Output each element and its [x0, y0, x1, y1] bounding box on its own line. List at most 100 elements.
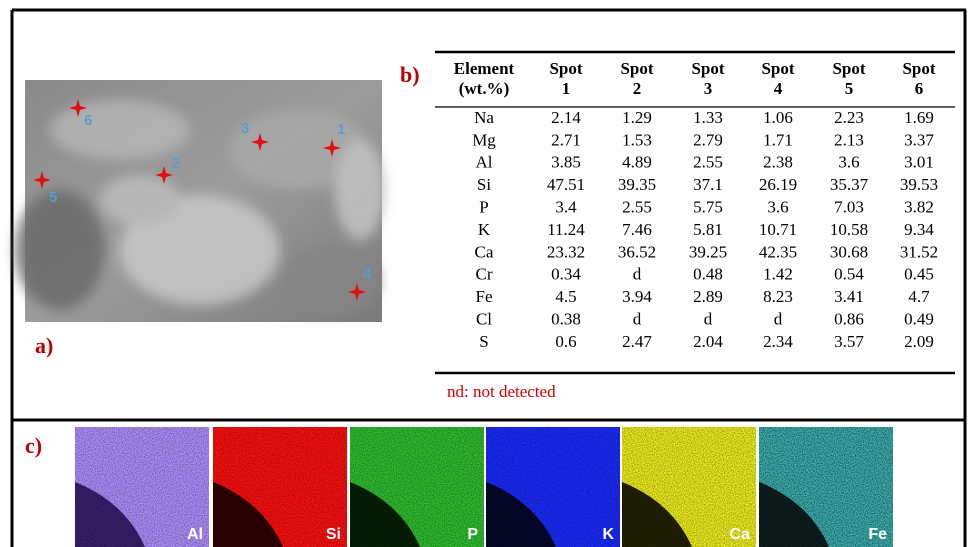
table-cell: 2.14 [551, 108, 581, 127]
table-cell: 2.47 [622, 332, 652, 351]
spot-label: 1 [337, 121, 345, 138]
panel-label: c) [25, 433, 42, 458]
column-header: Spot [902, 59, 935, 78]
map-label: Ca [730, 526, 751, 543]
table-cell: Cl [476, 310, 492, 329]
table-cell: 5.75 [693, 198, 723, 217]
column-header: 1 [562, 79, 571, 98]
table-cell: 23.32 [547, 242, 585, 261]
table-cell: 1.71 [763, 130, 793, 149]
element-map: Ca [622, 427, 756, 547]
spot-label: 5 [49, 189, 57, 206]
spot-label: 3 [241, 120, 249, 137]
table-cell: 1.53 [622, 130, 652, 149]
column-header: 4 [774, 79, 783, 98]
table-cell: 39.53 [900, 175, 938, 194]
table-cell: 4.7 [908, 287, 930, 306]
sem-image [15, 80, 385, 322]
column-header: Spot [832, 59, 865, 78]
table-cell: 3.85 [551, 153, 581, 172]
column-header: Element [454, 59, 515, 78]
column-header: 6 [915, 79, 924, 98]
table-cell: 31.52 [900, 242, 938, 261]
table-cell: 2.71 [551, 130, 581, 149]
table-cell: 39.25 [689, 242, 727, 261]
figure: 123456 a) b) c) Element(wt.%)Spot1Spot2S… [0, 0, 968, 547]
table-cell: 1.33 [693, 108, 723, 127]
table-cell: Cr [476, 265, 493, 284]
map-label: Si [326, 526, 341, 543]
table-cell: d [774, 310, 783, 329]
table-cell: 26.19 [759, 175, 797, 194]
element-maps: Al Si P K Ca Fe [75, 427, 893, 547]
element-map: K [486, 427, 620, 547]
table-cell: 35.37 [830, 175, 869, 194]
table-cell: 0.49 [904, 310, 934, 329]
table-cell: 1.06 [763, 108, 793, 127]
table-cell: 0.38 [551, 310, 581, 329]
table-cell: 7.46 [622, 220, 652, 239]
table-cell: K [478, 220, 491, 239]
table-cell: Si [477, 175, 491, 194]
table-cell: P [479, 198, 488, 217]
table-cell: 39.35 [618, 175, 656, 194]
map-label: Fe [868, 526, 887, 543]
table-cell: 0.86 [834, 310, 864, 329]
spot-label: 4 [363, 266, 372, 283]
table-cell: 3.37 [904, 130, 934, 149]
element-map: Al [75, 427, 209, 547]
table-cell: 2.34 [763, 332, 793, 351]
column-header: 2 [633, 79, 642, 98]
spot-label: 6 [84, 112, 92, 129]
table-cell: Al [476, 153, 493, 172]
table-cell: 37.1 [693, 175, 723, 194]
table-cell: 2.23 [834, 108, 864, 127]
table-cell: 8.23 [763, 287, 793, 306]
table-cell: Mg [472, 130, 496, 149]
table-cell: d [704, 310, 713, 329]
table-cell: 2.13 [834, 130, 864, 149]
table-cell: 4.89 [622, 153, 652, 172]
element-map: P [350, 427, 484, 547]
table-cell: 3.6 [838, 153, 859, 172]
table-cell: 30.68 [830, 242, 868, 261]
column-header: 3 [704, 79, 713, 98]
element-map: Si [213, 427, 347, 547]
map-label: Al [187, 526, 203, 543]
table-cell: 10.71 [759, 220, 797, 239]
table-cell: 47.51 [547, 175, 585, 194]
column-header: Spot [691, 59, 724, 78]
map-label: P [467, 526, 478, 543]
table-cell: 7.03 [834, 198, 864, 217]
element-map: Fe [759, 427, 893, 547]
table-cell: 0.6 [555, 332, 576, 351]
table-cell: 2.79 [693, 130, 723, 149]
table-cell: 3.57 [834, 332, 864, 351]
column-header: 5 [845, 79, 854, 98]
table-cell: 3.01 [904, 153, 934, 172]
table-cell: 1.42 [763, 265, 793, 284]
table-cell: 4.5 [555, 287, 576, 306]
table-cell: S [479, 332, 488, 351]
panel-label: b) [400, 62, 420, 87]
table-cell: 0.48 [693, 265, 723, 284]
table-cell: 3.4 [555, 198, 577, 217]
table-cell: Ca [475, 242, 494, 261]
table-cell: 2.04 [693, 332, 723, 351]
column-header: (wt.%) [459, 79, 510, 98]
map-texture [486, 427, 620, 547]
table-cell: 0.45 [904, 265, 934, 284]
table-cell: 2.38 [763, 153, 793, 172]
column-header: Spot [761, 59, 794, 78]
table-cell: 11.24 [547, 220, 585, 239]
table-cell: Fe [476, 287, 493, 306]
panel-label: a) [35, 333, 53, 358]
table-cell: Na [474, 108, 494, 127]
table-cell: 10.58 [830, 220, 868, 239]
column-header: Spot [620, 59, 653, 78]
table-cell: 3.82 [904, 198, 934, 217]
table-cell: d [633, 310, 642, 329]
map-label: K [602, 526, 614, 543]
table-cell: 3.94 [622, 287, 652, 306]
table-cell: 0.54 [834, 265, 864, 284]
